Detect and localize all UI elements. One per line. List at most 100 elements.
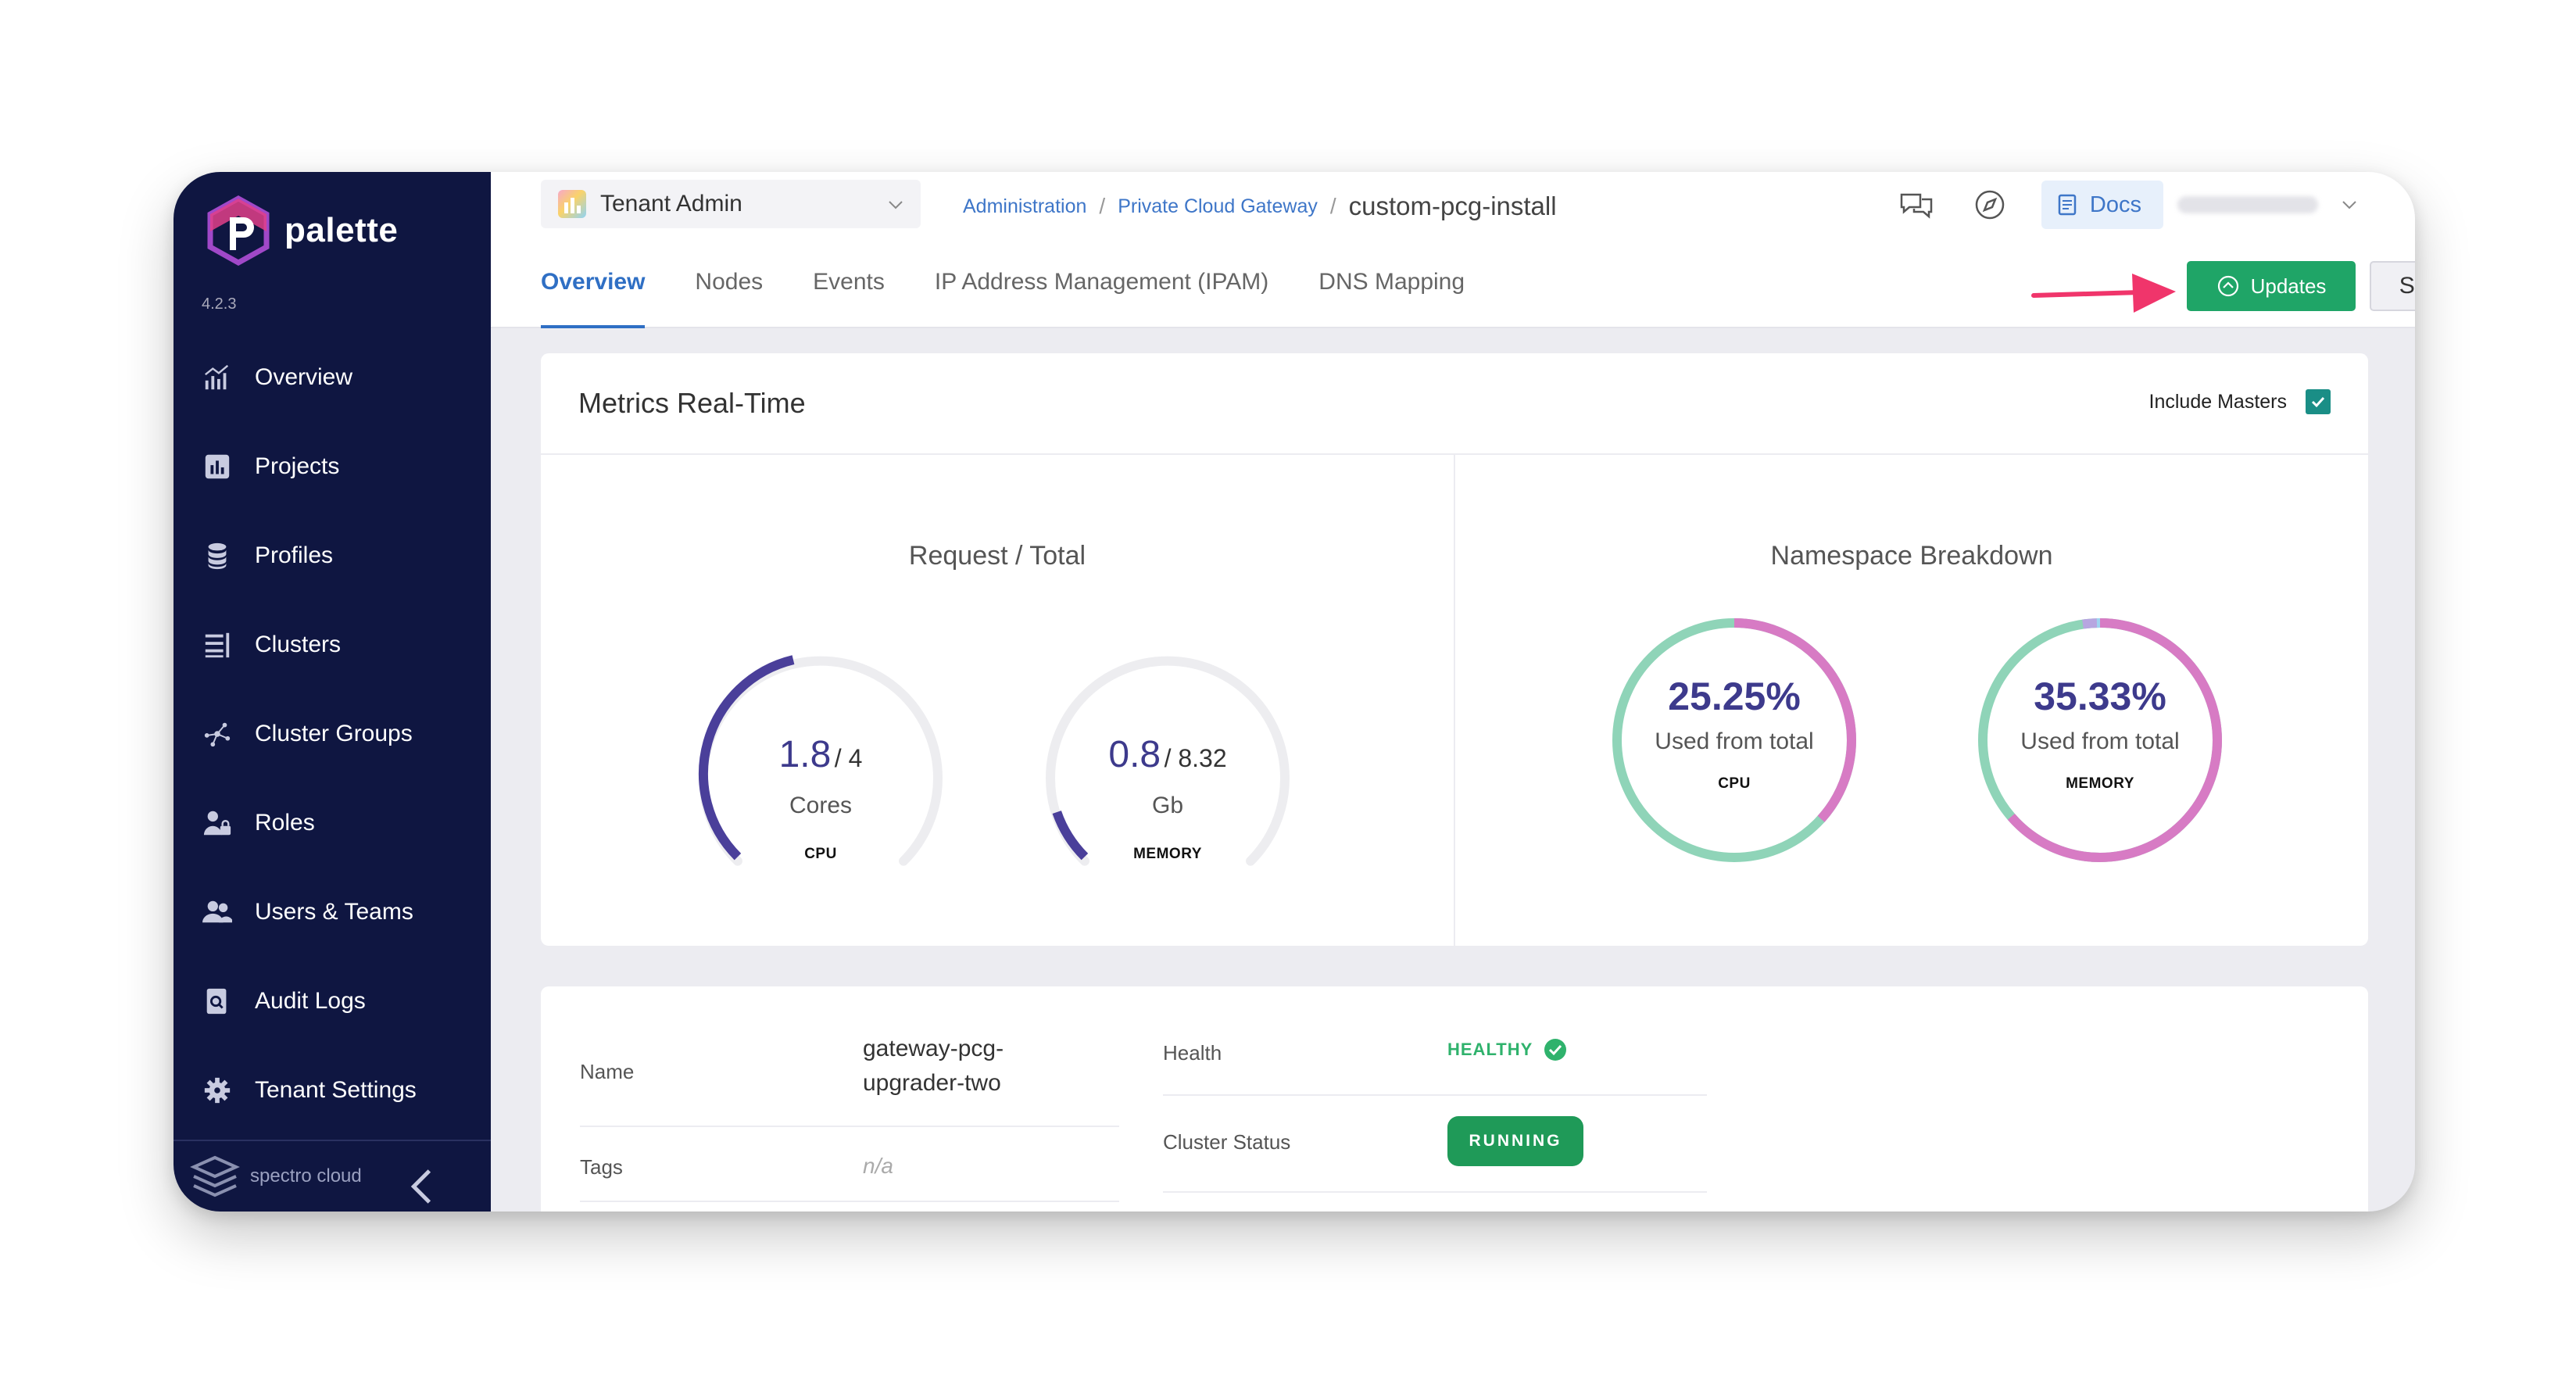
breadcrumb-separator: / (1329, 194, 1336, 218)
cpu-used: 1.8 (778, 734, 832, 775)
memory-namespace-donut: 35.33% Used from total MEMORY (1971, 611, 2229, 869)
cpu-gauge: 1.8 / 4 Cores CPU (688, 641, 953, 907)
tenant-icon (558, 190, 586, 218)
chevron-down-icon (889, 201, 903, 209)
blurred-username (2177, 196, 2318, 213)
collapse-sidebar-icon[interactable] (395, 1163, 450, 1210)
memory-unit: Gb (1151, 793, 1184, 818)
sidebar-item-label: Clusters (255, 632, 342, 657)
cluster-status-label: Cluster Status (1163, 1130, 1291, 1154)
cluster-status-value: RUNNING (1469, 1132, 1562, 1150)
breadcrumb-administration[interactable]: Administration (963, 195, 1087, 217)
updates-button[interactable]: Updates (2187, 261, 2356, 311)
search-doc-icon (202, 986, 233, 1017)
user-lock-icon (202, 807, 233, 839)
memory-donut-percent: 35.33% (2034, 675, 2166, 718)
breadcrumb-private-cloud-gateway[interactable]: Private Cloud Gateway (1118, 195, 1318, 217)
memory-gauge-fill (1052, 810, 1089, 861)
update-icon (2217, 275, 2238, 297)
tab-nodes[interactable]: Nodes (695, 269, 764, 295)
sidebar-item-tenant-settings[interactable]: Tenant Settings (174, 1046, 491, 1135)
name-value-line-2: upgrader-two (863, 1070, 1001, 1096)
include-masters: Include Masters (2149, 389, 2331, 414)
memory-gauge: 0.8 / 8.32 Gb MEMORY (1035, 641, 1301, 907)
tab-events[interactable]: Events (813, 269, 885, 295)
include-masters-checkbox[interactable] (2306, 389, 2331, 414)
metrics-header: Metrics Real-Time Include Masters (541, 353, 2368, 455)
cpu-namespace-donut: 25.25% Used from total CPU (1605, 611, 1863, 869)
database-icon (202, 540, 233, 571)
sidebar: palette 4.2.3 Overview Projects Profile (174, 172, 491, 1212)
settings-button[interactable]: Settings (2370, 261, 2415, 311)
checkmark-icon (2311, 396, 2325, 408)
sidebar-item-label: Projects (255, 453, 340, 479)
row-divider (1163, 1094, 1707, 1096)
memory-donut-caption: MEMORY (2066, 775, 2134, 792)
cpu-donut-label: Used from total (1655, 728, 1814, 754)
scope-label: Tenant Admin (600, 191, 742, 217)
cpu-donut-caption: CPU (1718, 775, 1751, 792)
row-divider (1163, 1191, 1707, 1193)
cluster-status-badge: RUNNING (1447, 1116, 1583, 1166)
cpu-caption: CPU (804, 846, 837, 862)
sidebar-item-label: Users & Teams (255, 899, 413, 925)
name-value: gateway-pcg- upgrader-two (863, 1032, 1004, 1101)
sidebar-item-label: Profiles (255, 542, 334, 568)
brand-name: spectro cloud (250, 1165, 362, 1187)
sidebar-item-cluster-groups[interactable]: Cluster Groups (174, 689, 491, 778)
tags-label: Tags (580, 1155, 623, 1179)
sidebar-item-users-teams[interactable]: Users & Teams (174, 868, 491, 957)
cpu-unit: Cores (789, 793, 853, 818)
name-label: Name (580, 1060, 635, 1083)
scope-selector[interactable]: Tenant Admin (541, 180, 921, 228)
bar-chart-icon (202, 451, 233, 482)
annotation-arrow-icon (2031, 274, 2176, 313)
top-bar: Tenant Admin Administration / Private Cl… (491, 172, 2415, 328)
gear-icon (202, 1075, 233, 1106)
breadcrumb-separator: / (1099, 194, 1106, 218)
tab-dns-mapping[interactable]: DNS Mapping (1318, 269, 1465, 295)
cpu-gauge-fill (698, 655, 795, 861)
sidebar-item-roles[interactable]: Roles (174, 778, 491, 868)
docs-label: Docs (2089, 191, 2141, 217)
palette-logo[interactable]: palette (203, 195, 398, 266)
chevron-down-icon (2342, 201, 2356, 209)
docs-button[interactable]: Docs (2041, 181, 2163, 229)
tags-value: n/a (863, 1154, 893, 1178)
memory-used: 0.8 (1108, 734, 1161, 775)
sidebar-item-label: Audit Logs (255, 988, 366, 1014)
breadcrumb: Administration / Private Cloud Gateway /… (963, 188, 1557, 225)
health-label: Health (1163, 1041, 1222, 1065)
sidebar-item-label: Tenant Settings (255, 1077, 417, 1103)
cpu-gauge-value: 1.8 / 4 (688, 733, 953, 776)
tab-ipam[interactable]: IP Address Management (IPAM) (934, 269, 1269, 295)
app-name: palette (284, 211, 399, 249)
sidebar-item-clusters[interactable]: Clusters (174, 600, 491, 689)
metrics-card: Metrics Real-Time Include Masters Reques… (541, 353, 2368, 946)
tab-overview[interactable]: Overview (541, 258, 646, 328)
chat-button[interactable] (1894, 183, 1938, 227)
app-window: palette 4.2.3 Overview Projects Profile (174, 172, 2415, 1212)
updates-label: Updates (2250, 274, 2327, 298)
chat-icon (1900, 193, 1933, 219)
sidebar-item-projects[interactable]: Projects (174, 422, 491, 511)
panel-divider (1454, 455, 1455, 946)
memory-caption: MEMORY (1133, 846, 1202, 862)
explore-button[interactable] (1968, 183, 2012, 227)
sidebar-item-overview[interactable]: Overview (174, 333, 491, 422)
memory-gauge-value: 0.8 / 8.32 (1035, 733, 1301, 776)
name-value-line-1: gateway-pcg- (863, 1036, 1004, 1061)
document-icon (2058, 194, 2077, 216)
page-title: custom-pcg-install (1348, 191, 1557, 220)
cpu-total: / 4 (834, 744, 863, 772)
user-menu[interactable] (2177, 181, 2359, 229)
sidebar-item-label: Cluster Groups (255, 721, 413, 746)
spectro-cloud-logo-icon (190, 1155, 240, 1197)
sidebar-item-audit-logs[interactable]: Audit Logs (174, 957, 491, 1046)
sidebar-item-profiles[interactable]: Profiles (174, 511, 491, 600)
sidebar-item-label: Roles (255, 810, 315, 836)
cluster-details-card: Name gateway-pcg- upgrader-two Tags n/a … (541, 986, 2368, 1212)
chart-icon (202, 362, 233, 393)
sidebar-item-label: Overview (255, 364, 353, 390)
tab-bar: Overview Nodes Events IP Address Managem… (541, 258, 1515, 328)
